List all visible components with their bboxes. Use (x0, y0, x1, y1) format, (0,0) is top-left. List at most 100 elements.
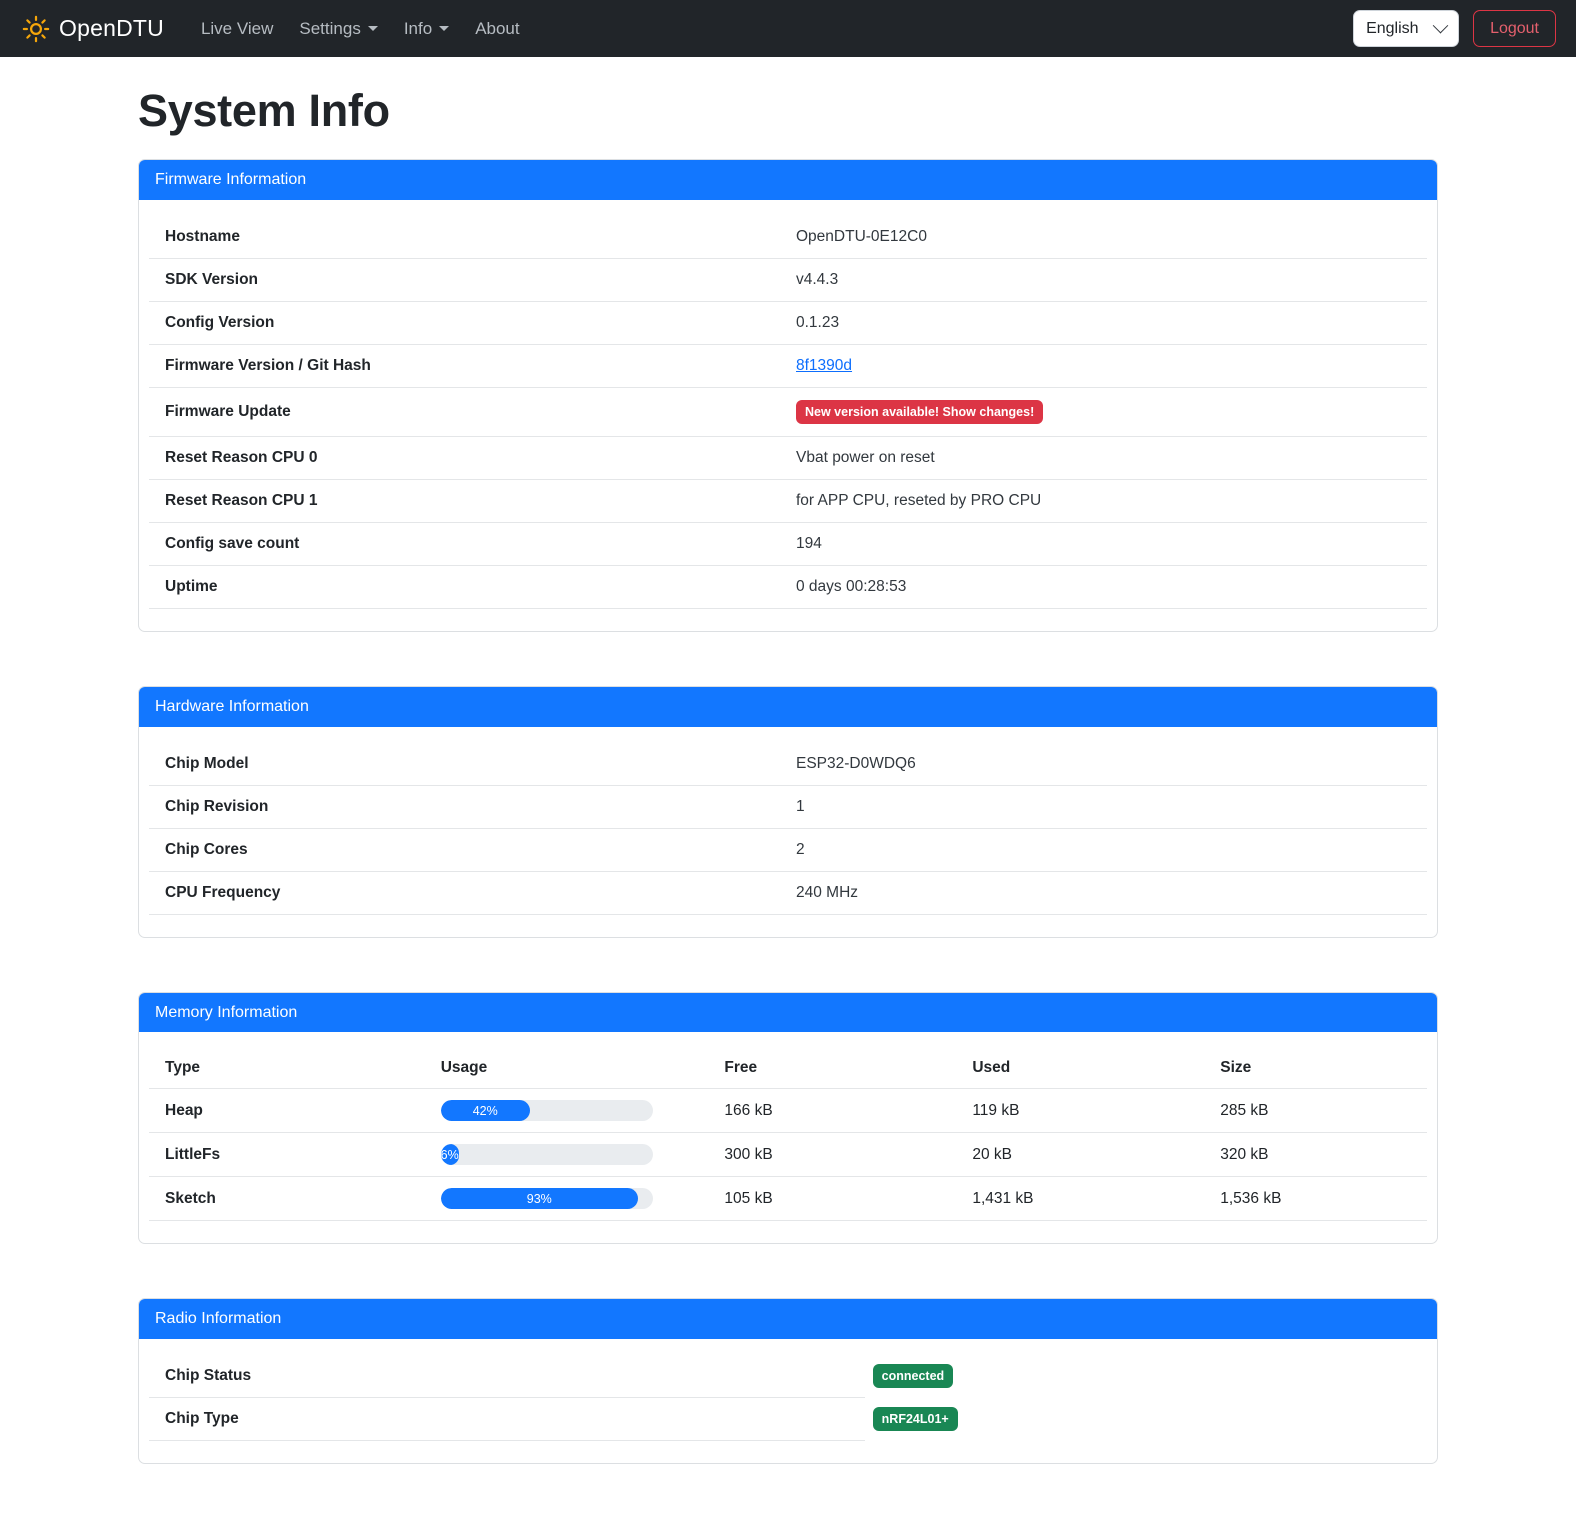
brand-logo[interactable]: OpenDTU (14, 15, 164, 43)
firmware-update-badge[interactable]: New version available! Show changes! (796, 399, 1044, 424)
row-used: 1,431 kB (964, 1176, 1213, 1222)
card-header-memory: Memory Information (139, 992, 1437, 1033)
row-label: Chip Status (149, 1354, 865, 1398)
chevron-down-icon (367, 26, 378, 31)
row-label: Chip Revision (149, 785, 788, 829)
column-header-free: Free (716, 1048, 965, 1090)
card-header-hardware: Hardware Information (139, 686, 1437, 727)
row-label: Reset Reason CPU 1 (149, 479, 788, 523)
row-value: OpenDTU-0E12C0 (788, 215, 1427, 259)
row-size: 285 kB (1212, 1088, 1427, 1134)
radio-information-card: Radio Information Chip Status connected … (138, 1298, 1438, 1464)
row-value: 0.1.23 (788, 301, 1427, 345)
card-body-memory: Type Usage Free Used Size Heap 42% (139, 1032, 1437, 1243)
row-value: for APP CPU, reseted by PRO CPU (788, 479, 1427, 523)
nav-item-info[interactable]: Info (391, 11, 462, 47)
row-value: nRF24L01+ (865, 1397, 1427, 1440)
column-header-usage: Usage (432, 1048, 717, 1090)
row-label: Chip Cores (149, 828, 788, 872)
table-row: Chip Status connected (149, 1354, 1427, 1398)
usage-progress-bar: 6% (440, 1144, 459, 1166)
nav-item-settings[interactable]: Settings (286, 11, 390, 47)
usage-progress-track: 93% (440, 1188, 653, 1210)
row-used: 119 kB (964, 1088, 1213, 1134)
nav-links: Live View Settings Info About (188, 11, 533, 47)
row-value: 194 (788, 522, 1427, 566)
table-row: Chip Revision 1 (149, 785, 1427, 829)
row-label: Uptime (149, 565, 788, 609)
nav-item-label: About (475, 18, 520, 38)
row-label: Reset Reason CPU 0 (149, 436, 788, 480)
page-title: System Info (138, 85, 390, 136)
row-value: connected (865, 1355, 1427, 1398)
row-label: Config Version (149, 301, 788, 345)
row-size: 320 kB (1212, 1132, 1427, 1178)
table-row: Chip Cores 2 (149, 828, 1427, 872)
row-label: Firmware Update (149, 387, 788, 437)
row-value: 1 (788, 785, 1427, 829)
usage-progress-track: 42% (440, 1100, 653, 1122)
language-select[interactable]: English (1353, 10, 1460, 47)
page-content: System Info Firmware Information Hostnam… (0, 85, 1576, 1464)
nav-item-label: Settings (299, 18, 361, 38)
column-header-type: Type (149, 1048, 433, 1090)
table-row: Uptime 0 days 00:28:53 (149, 565, 1427, 609)
row-free: 105 kB (716, 1176, 965, 1222)
table-row: Reset Reason CPU 1 for APP CPU, reseted … (149, 479, 1427, 523)
row-size: 1,536 kB (1212, 1176, 1427, 1222)
hardware-table: Chip Model ESP32-D0WDQ6 Chip Revision 1 … (149, 742, 1427, 915)
row-usage: 6% (432, 1132, 717, 1178)
card-body-firmware: Hostname OpenDTU-0E12C0 SDK Version v4.4… (139, 200, 1437, 631)
row-label: Chip Type (149, 1397, 865, 1441)
table-row: Reset Reason CPU 0 Vbat power on reset (149, 436, 1427, 480)
row-label: Chip Model (149, 742, 788, 786)
language-select-value: English (1366, 19, 1419, 37)
table-row: Chip Model ESP32-D0WDQ6 (149, 742, 1427, 786)
logout-button[interactable]: Logout (1473, 10, 1556, 47)
row-label: LittleFs (149, 1132, 433, 1178)
firmware-table: Hostname OpenDTU-0E12C0 SDK Version v4.4… (149, 215, 1427, 609)
sun-icon (22, 15, 50, 43)
row-value: v4.4.3 (788, 258, 1427, 302)
card-header-firmware: Firmware Information (139, 160, 1437, 200)
row-value: 240 MHz (788, 871, 1427, 915)
row-free: 300 kB (716, 1132, 965, 1178)
row-label: Hostname (149, 215, 788, 259)
row-label: SDK Version (149, 258, 788, 302)
table-row: SDK Version v4.4.3 (149, 258, 1427, 302)
row-usage: 93% (432, 1176, 717, 1222)
firmware-information-card: Firmware Information Hostname OpenDTU-0E… (138, 159, 1438, 632)
row-usage: 42% (432, 1088, 717, 1134)
table-row: Firmware Update New version available! S… (149, 387, 1427, 437)
row-free: 166 kB (716, 1088, 965, 1134)
table-row: Hostname OpenDTU-0E12C0 (149, 215, 1427, 259)
nav-item-about[interactable]: About (462, 11, 532, 47)
nav-item-live-view[interactable]: Live View (188, 11, 286, 47)
table-row: Config save count 194 (149, 522, 1427, 566)
card-body-radio: Chip Status connected Chip Type nRF24L01… (139, 1339, 1437, 1463)
table-row: Heap 42% 166 kB 119 kB 285 kB (149, 1088, 1427, 1134)
chip-type-badge: nRF24L01+ (872, 1406, 958, 1431)
card-header-radio: Radio Information (139, 1299, 1437, 1339)
nav-item-label: Live View (200, 18, 274, 38)
column-header-used: Used (964, 1048, 1213, 1090)
row-value: ESP32-D0WDQ6 (788, 742, 1427, 786)
brand-label: OpenDTU (59, 15, 164, 41)
usage-progress-bar: 93% (440, 1188, 638, 1210)
card-body-hardware: Chip Model ESP32-D0WDQ6 Chip Revision 1 … (139, 727, 1437, 937)
row-used: 20 kB (964, 1132, 1213, 1178)
row-label: Heap (149, 1088, 433, 1134)
row-value: Vbat power on reset (788, 436, 1427, 480)
top-navbar: OpenDTU Live View Settings Info About En… (0, 0, 1576, 57)
table-row: Firmware Version / Git Hash 8f1390d (149, 344, 1427, 388)
usage-progress-bar: 42% (440, 1100, 530, 1122)
column-header-size: Size (1212, 1048, 1427, 1090)
table-header-row: Type Usage Free Used Size (149, 1048, 1427, 1090)
navbar-right-group: English Logout (1353, 10, 1562, 47)
memory-table: Type Usage Free Used Size Heap 42% (149, 1048, 1427, 1222)
row-label: Firmware Version / Git Hash (149, 344, 788, 388)
hardware-information-card: Hardware Information Chip Model ESP32-D0… (138, 685, 1438, 938)
git-hash-link[interactable]: 8f1390d (796, 356, 853, 374)
row-value: 2 (788, 828, 1427, 872)
chevron-down-icon (439, 26, 450, 31)
